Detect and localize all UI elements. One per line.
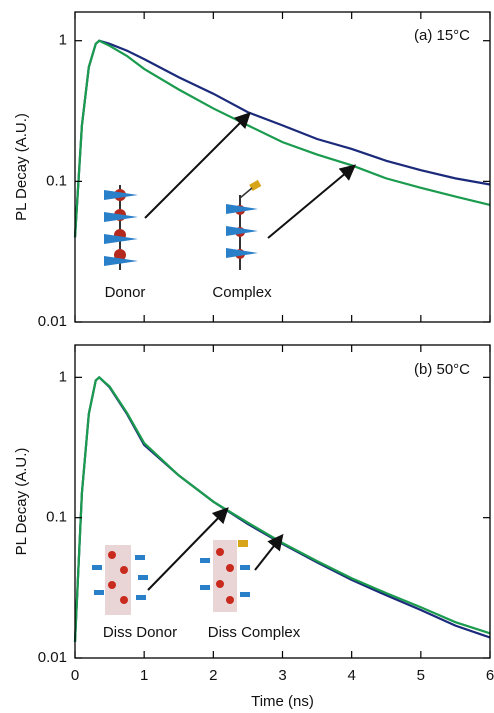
x-tick-label: 3 (278, 667, 286, 684)
arrow (147, 507, 229, 591)
arrows (144, 112, 357, 591)
annotation: Donor (105, 284, 146, 301)
annotation: Complex (212, 284, 272, 301)
donor-molecule (104, 185, 138, 270)
plot-frame (74, 11, 491, 323)
x-tick-label: 4 (347, 667, 355, 684)
x-tick-label: 1 (140, 667, 148, 684)
insets (92, 179, 262, 615)
diss-complex-molecule (200, 540, 250, 612)
annotation: Diss Complex (208, 624, 301, 641)
annotation: (b) 50°C (414, 361, 470, 378)
data-line (73, 375, 491, 643)
data-line (73, 39, 491, 238)
y-axis-label: PL Decay (A.U.) (13, 113, 30, 221)
y-tick-label: 0.1 (46, 509, 67, 526)
y-tick-label: 0.01 (38, 649, 67, 666)
arrow (267, 164, 357, 239)
annotation: (a) 15°C (414, 27, 470, 44)
data-line (73, 39, 491, 238)
x-tick-label: 6 (486, 667, 494, 684)
annotation: Diss Donor (103, 624, 177, 641)
y-tick-label: 0.01 (38, 313, 67, 330)
y-axis-label: PL Decay (A.U.) (13, 448, 30, 556)
complex-molecule (226, 179, 262, 270)
x-axis-label: Time (ns) (251, 693, 314, 710)
y-tick-label: 0.1 (46, 172, 67, 189)
x-tick-label: 5 (417, 667, 425, 684)
y-tick-label: 1 (59, 368, 67, 385)
arrow (254, 533, 284, 571)
arrow (144, 112, 251, 219)
x-tick-label: 0 (71, 667, 79, 684)
data-line (73, 375, 491, 643)
y-tick-label: 1 (59, 32, 67, 49)
panels: 0.01 0.1 1 PL Decay (A.U.) (a) 15°C Donor Comp… (13, 11, 494, 710)
diss-donor-molecule (92, 545, 148, 615)
x-tick-label: 2 (209, 667, 217, 684)
